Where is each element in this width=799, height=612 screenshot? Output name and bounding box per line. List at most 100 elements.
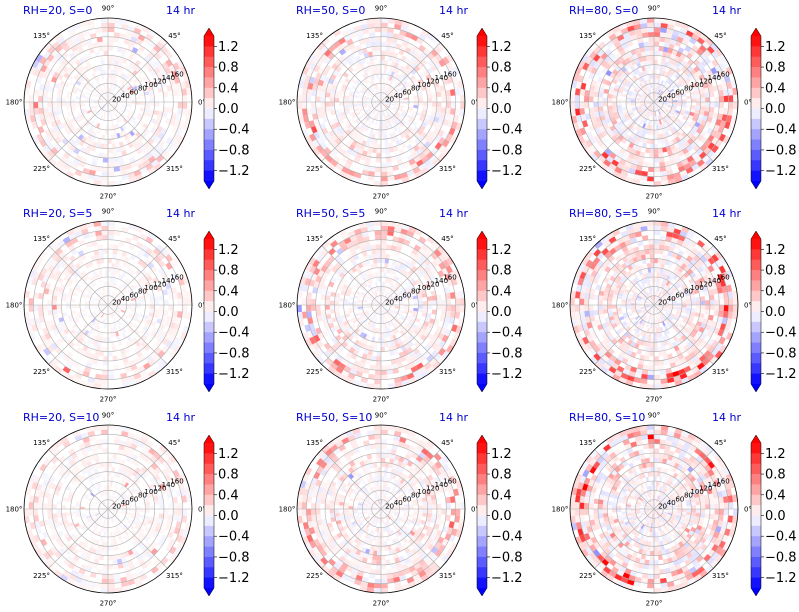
heatmap-cell (129, 109, 135, 114)
heatmap-cell (381, 99, 386, 102)
heatmap-cell (65, 159, 73, 167)
heatmap-cell (376, 258, 381, 264)
colorbar-segment (477, 352, 487, 364)
radial-tick-label: 60 (675, 88, 684, 96)
colorbar-tick-label: −0.8 (218, 346, 250, 361)
heatmap-cell (47, 106, 53, 113)
heatmap-cell (85, 95, 90, 99)
heatmap-cell (705, 97, 710, 102)
heatmap-cell (393, 92, 398, 97)
heatmap-cell (152, 151, 161, 160)
heatmap-cell (147, 29, 157, 38)
heatmap-cell (382, 93, 386, 98)
colorbar-tick-label: −0.4 (491, 326, 523, 341)
heatmap-cell (93, 180, 102, 186)
heatmap-cell (344, 77, 351, 84)
radial-tick-label: 20 (385, 298, 394, 306)
heatmap-cell (733, 102, 738, 110)
heatmap-cell (359, 82, 365, 88)
heatmap-cell (113, 133, 118, 139)
heatmap-cell (367, 117, 372, 123)
heatmap-cell (384, 96, 390, 100)
heatmap-cell (109, 106, 112, 111)
heatmap-cell (349, 90, 355, 95)
heatmap-cell (154, 78, 161, 85)
heatmap-cell (387, 74, 391, 81)
heatmap-cell (388, 93, 394, 98)
heatmap-cell (360, 63, 366, 70)
heatmap-cell (101, 171, 108, 177)
angle-tick-label: 90° (648, 5, 660, 13)
heatmap-cell (66, 148, 74, 156)
heatmap-cell (56, 93, 63, 98)
heatmap-cell (647, 27, 654, 33)
heatmap-cell (362, 97, 368, 100)
heatmap-cell (109, 93, 113, 98)
heatmap-cell (96, 80, 101, 86)
heatmap-cell (122, 118, 128, 124)
heatmap-cell (374, 167, 381, 172)
heatmap-cell (372, 109, 376, 114)
heatmap-cell (385, 109, 390, 115)
heatmap-cell (387, 118, 391, 124)
heatmap-cell (381, 55, 386, 61)
heatmap-cell (400, 78, 407, 85)
angle-tick-label: 315° (439, 165, 456, 173)
heatmap-cell (334, 97, 340, 102)
heatmap-cell (381, 102, 383, 107)
heatmap-cell (38, 95, 43, 102)
heatmap-cell (157, 87, 164, 94)
heatmap-cell (98, 152, 104, 158)
angle-tick-label: 180° (279, 302, 296, 310)
heatmap-cell (411, 77, 418, 84)
colorbar-segment (204, 363, 214, 375)
heatmap-cell (381, 225, 388, 231)
heatmap-cell (119, 66, 124, 73)
heatmap-cell (57, 159, 66, 167)
heatmap-cell (705, 102, 710, 107)
heatmap-cell (172, 62, 180, 71)
heatmap-cell (150, 63, 158, 70)
heatmap-cell (150, 117, 157, 124)
heatmap-cell (381, 332, 384, 338)
heatmap-cell (86, 19, 95, 26)
heatmap-cell (139, 107, 145, 112)
time-label: 14 hr (439, 4, 468, 17)
heatmap-cell (367, 111, 373, 117)
heatmap-cell (150, 134, 158, 141)
heatmap-cell (357, 99, 363, 102)
heatmap-cell (110, 74, 113, 80)
heatmap-cell (394, 113, 399, 119)
heatmap-cell (383, 124, 386, 130)
heatmap-cell (339, 108, 345, 113)
heatmap-cell (719, 102, 724, 109)
heatmap-cell (381, 92, 384, 98)
heatmap-cell (375, 88, 378, 94)
heatmap-cell (54, 52, 62, 61)
heatmap-cell (144, 78, 151, 85)
heatmap-cell (126, 95, 131, 99)
heatmap-cell (381, 221, 389, 226)
colorbar-tick-label: −1.2 (491, 164, 523, 179)
heatmap-cell (348, 106, 354, 111)
colorbar-tick-label: −0.4 (765, 123, 797, 138)
angular-grid-line (107, 101, 168, 162)
heatmap-cell (80, 40, 88, 48)
heatmap-cell (381, 235, 388, 240)
colorbar-tick-label: −0.4 (218, 123, 250, 138)
colorbar-segment (477, 342, 487, 354)
heatmap-cell (156, 82, 163, 89)
heatmap-cell (108, 46, 113, 51)
heatmap-cell (404, 128, 411, 135)
heatmap-cell (432, 97, 437, 102)
heatmap-cell (381, 337, 385, 343)
heatmap-cell (648, 162, 654, 168)
heatmap-cell (357, 102, 363, 105)
heatmap-cell (375, 239, 381, 245)
colorbar-segment (204, 129, 214, 141)
colorbar-extend-max (204, 28, 214, 36)
heatmap-cell (626, 102, 631, 105)
heatmap-cell (124, 163, 132, 170)
heatmap-cell (374, 379, 381, 385)
colorbar-tick-label: −1.2 (765, 164, 797, 179)
